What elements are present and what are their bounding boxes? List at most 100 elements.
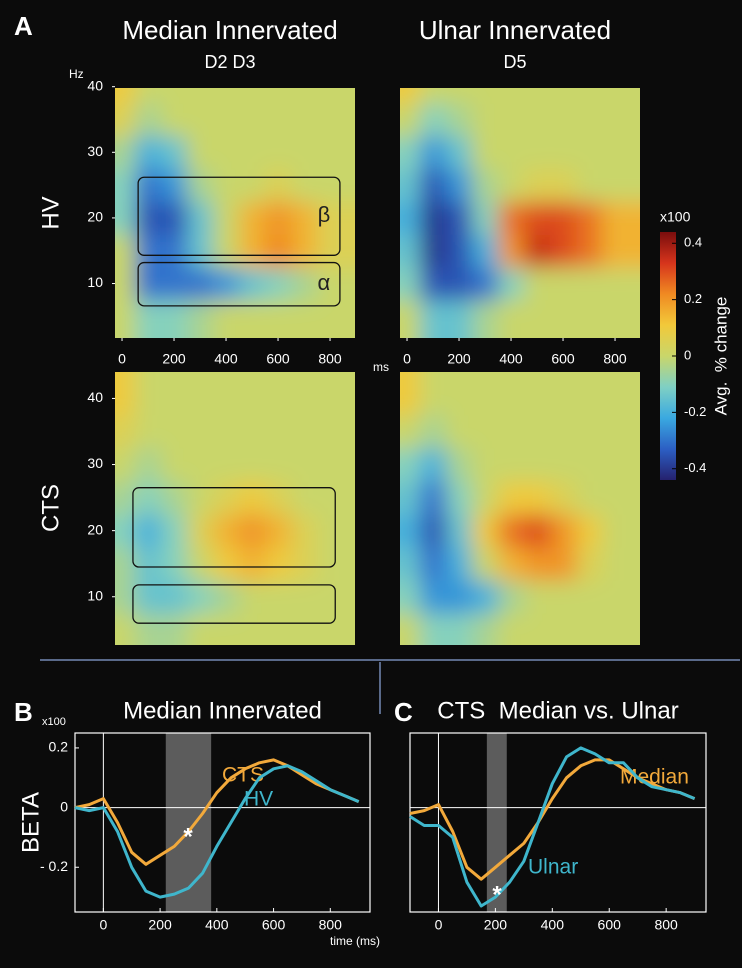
heatmap-cell <box>239 448 266 482</box>
heatmap-cell <box>265 613 292 645</box>
heatmap-cell <box>446 372 473 416</box>
heatmap-cell <box>420 481 447 515</box>
heatmap-cell <box>317 514 355 548</box>
heatmap-cell <box>602 481 640 515</box>
y-tick-label: 40 <box>87 77 103 93</box>
heatmap-cell <box>265 514 292 548</box>
heatmap-cell <box>265 88 292 104</box>
heatmap-cell <box>115 514 136 548</box>
heatmap-cell <box>291 514 318 548</box>
heatmap-cell <box>420 135 447 170</box>
series-line <box>74 764 360 899</box>
series-line <box>74 758 360 866</box>
heatmap-cell <box>317 201 355 235</box>
y-tick-label: 20 <box>87 209 103 225</box>
series-label: HV <box>244 788 273 811</box>
heatmap-cell <box>135 414 162 449</box>
heatmap-cell <box>472 514 499 548</box>
heatmap-cell <box>161 135 188 170</box>
heatmap-cell <box>420 267 447 301</box>
heatmap-cell <box>446 201 473 235</box>
heatmap-cell <box>576 234 603 268</box>
heatmap-cell <box>161 201 188 235</box>
heatmap-cell <box>472 88 499 104</box>
heatmap-cell <box>291 414 318 449</box>
heatmap-cell <box>602 234 640 268</box>
heatmap-cell <box>115 135 136 170</box>
heatmap-cell <box>524 414 551 449</box>
heatmap-cell <box>550 448 577 482</box>
heatmap-cell <box>420 299 447 338</box>
x-axis-label: ms <box>373 360 389 374</box>
heatmap-cell <box>213 514 240 548</box>
heatmap-cell <box>161 613 188 645</box>
heatmap-cell <box>400 514 421 548</box>
heatmap-cell <box>400 547 421 581</box>
heatmap-cell <box>265 267 292 301</box>
y-tick-label: 0 <box>60 798 68 814</box>
heatmap-cell <box>291 372 318 416</box>
heatmap-cell <box>115 448 136 482</box>
heatmap-cell <box>498 88 525 104</box>
heatmap-cell <box>576 267 603 301</box>
heatmap-cell <box>213 613 240 645</box>
heatmap-cell <box>524 135 551 170</box>
heatmap-cell <box>472 580 499 614</box>
heatmap-cell <box>317 372 355 416</box>
heatmap-cell <box>550 514 577 548</box>
heatmap-cell <box>498 168 525 203</box>
heatmap-cell <box>187 547 214 581</box>
heatmap-cell <box>420 580 447 614</box>
heatmap-cell <box>135 168 162 203</box>
heatmap-cell <box>239 580 266 614</box>
region-box <box>132 584 336 624</box>
heatmap-cell <box>420 414 447 449</box>
heatmap-cell <box>213 267 240 301</box>
heatmap-cell <box>472 234 499 268</box>
heatmap-cell <box>550 201 577 235</box>
heatmap-cell <box>317 103 355 137</box>
x-tick-label: 200 <box>447 351 471 367</box>
heatmap-cell <box>472 103 499 137</box>
heatmap-cell <box>498 234 525 268</box>
series-label: Median <box>620 766 689 789</box>
heatmap-cell <box>524 580 551 614</box>
heatmap-cell <box>498 103 525 137</box>
heatmap-cell <box>187 580 214 614</box>
heatmap-cell <box>135 448 162 482</box>
heatmap-cell <box>187 201 214 235</box>
heatmap-cell <box>576 372 603 416</box>
heatmap-cell <box>265 448 292 482</box>
heatmap-cell <box>446 580 473 614</box>
heatmap-cell <box>239 613 266 645</box>
heatmap-cell <box>602 135 640 170</box>
heatmap-cell <box>187 88 214 104</box>
heatmap-cell <box>524 88 551 104</box>
heatmap-cell <box>524 372 551 416</box>
heatmap-cells <box>115 372 355 645</box>
heatmap-cell <box>187 103 214 137</box>
heatmap-cell <box>602 547 640 581</box>
annotation: * <box>183 823 193 850</box>
heatmap-cell <box>291 448 318 482</box>
heatmap-cell <box>576 135 603 170</box>
heatmap-cell <box>265 481 292 515</box>
heatmap-cell <box>472 201 499 235</box>
heatmap-cell <box>550 135 577 170</box>
panel-label: C <box>394 697 413 727</box>
heatmap-cell <box>161 168 188 203</box>
heatmap-cell <box>498 514 525 548</box>
column-subtitle: D5 <box>503 52 526 72</box>
heatmap-cell <box>498 201 525 235</box>
heatmap-cell <box>317 414 355 449</box>
colorbar-tick-label: 0.4 <box>684 235 702 250</box>
heatmap-cell <box>576 201 603 235</box>
heatmap <box>400 88 640 338</box>
heatmap-cell <box>602 168 640 203</box>
heatmap-cell <box>317 168 355 203</box>
heatmap-cell <box>135 135 162 170</box>
heatmap-cell <box>602 299 640 338</box>
colorbar-scale-label: x100 <box>660 209 691 225</box>
heatmap-cell <box>115 613 136 645</box>
heatmap-cell <box>524 613 551 645</box>
